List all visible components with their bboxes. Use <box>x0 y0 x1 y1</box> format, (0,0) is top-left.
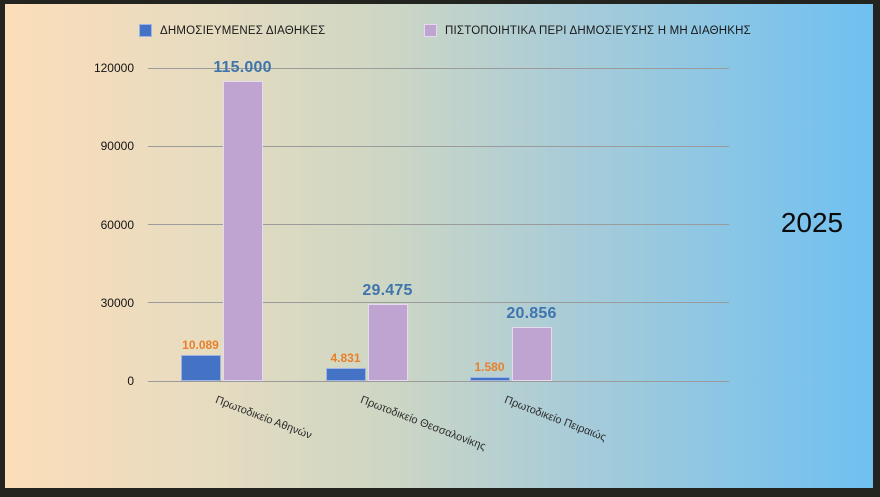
bar-blue-1 <box>180 354 221 381</box>
y-axis-tick-label: 60000 <box>100 217 134 232</box>
bar-purple-2 <box>367 304 408 381</box>
bar-value-label: 4.831 <box>330 351 361 366</box>
gridline-30000 <box>148 302 729 304</box>
bar-value-label: 1.580 <box>474 359 505 374</box>
bar-value-label: 29.475 <box>362 282 413 300</box>
gridline-120000 <box>148 67 729 69</box>
chart-legend: ΔΗΜΟΣΙΕΥΜΕΝΕΣ ΔΙΑΘΗΚΕΣ ΠΙΣΤΟΠΟΙΗΤΙΚΑ ΠΕΡ… <box>5 24 873 40</box>
x-axis-category-label: Πρωτοδικείο Θεσσαλονίκης <box>358 394 487 453</box>
bar-blue-3 <box>469 376 510 381</box>
year-label: 2025 <box>780 207 844 238</box>
gridline-0 <box>148 380 729 382</box>
y-axis-tick-label: 120000 <box>93 61 134 75</box>
chart-canvas: ΔΗΜΟΣΙΕΥΜΕΝΕΣ ΔΙΑΘΗΚΕΣ ΠΙΣΤΟΠΟΙΗΤΙΚΑ ΠΕΡ… <box>5 4 873 488</box>
y-axis-tick-label: 0 <box>127 374 134 388</box>
x-axis-category-label: Πρωτοδικείο Αθηνών <box>213 394 313 442</box>
y-axis-tick-label: 30000 <box>100 295 134 310</box>
legend-swatch-purple-icon <box>424 24 437 37</box>
legend-item-label: ΠΙΣΤΟΠΟΙΗΤΙΚΑ ΠΕΡΙ ΔΗΜΟΣΙΕΥΣΗΣ Η ΜΗ ΔΙΑΘ… <box>445 24 751 37</box>
legend-item-label: ΔΗΜΟΣΙΕΥΜΕΝΕΣ ΔΙΑΘΗΚΕΣ <box>160 24 326 37</box>
legend-swatch-blue-icon <box>139 24 152 37</box>
bar-value-label: 115.000 <box>213 59 272 77</box>
bar-value-label: 10.089 <box>182 337 219 352</box>
bar-value-label: 20.856 <box>506 304 557 322</box>
bar-blue-2 <box>325 368 366 381</box>
x-axis-category-label: Πρωτοδικείο Πειραιώς <box>502 394 608 444</box>
gridline-90000 <box>148 145 729 147</box>
legend-item-certificates: ΠΙΣΤΟΠΟΙΗΤΙΚΑ ΠΕΡΙ ΔΗΜΟΣΙΕΥΣΗΣ Η ΜΗ ΔΙΑΘ… <box>424 24 751 37</box>
y-axis-tick-label: 90000 <box>100 139 134 154</box>
gridline-60000 <box>148 224 729 225</box>
bar-purple-1 <box>222 81 263 381</box>
bar-purple-3 <box>511 326 552 381</box>
legend-item-published-wills: ΔΗΜΟΣΙΕΥΜΕΝΕΣ ΔΙΑΘΗΚΕΣ <box>139 24 325 37</box>
